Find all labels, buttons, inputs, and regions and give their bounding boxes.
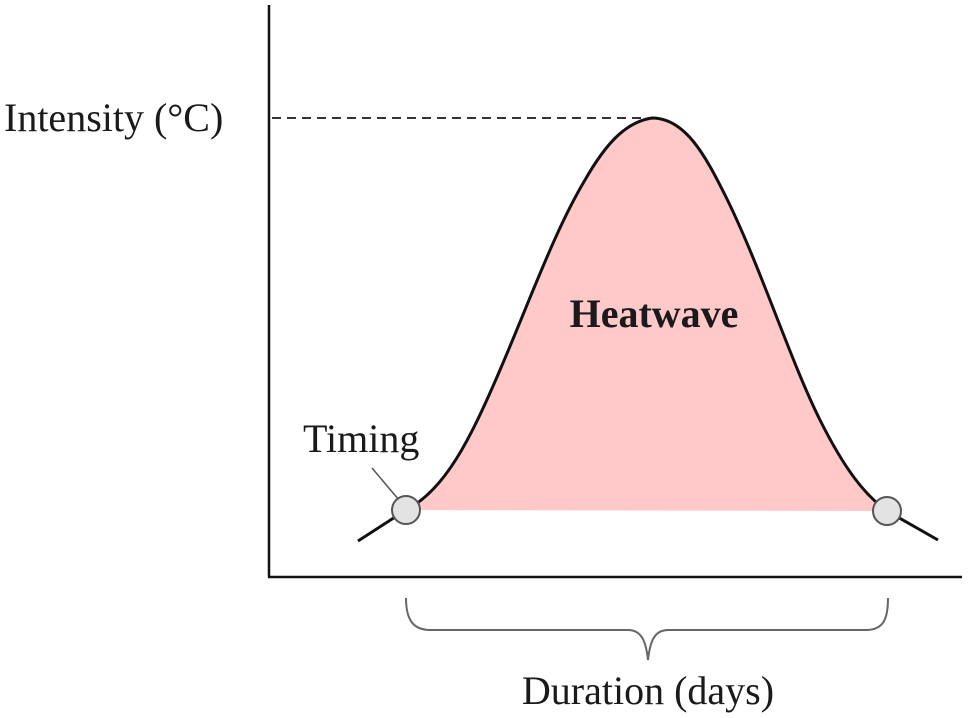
heatwave-area <box>406 118 887 511</box>
start-marker <box>391 495 421 525</box>
duration-label: Duration (days) <box>522 668 774 713</box>
timing-label: Timing <box>303 416 419 461</box>
duration-brace <box>405 597 889 661</box>
heatwave-label: Heatwave <box>570 291 739 336</box>
heatwave-curve <box>357 116 939 543</box>
timing-leader-line <box>371 467 400 501</box>
end-marker <box>872 496 902 526</box>
intensity-label: Intensity (°C) <box>4 95 223 140</box>
